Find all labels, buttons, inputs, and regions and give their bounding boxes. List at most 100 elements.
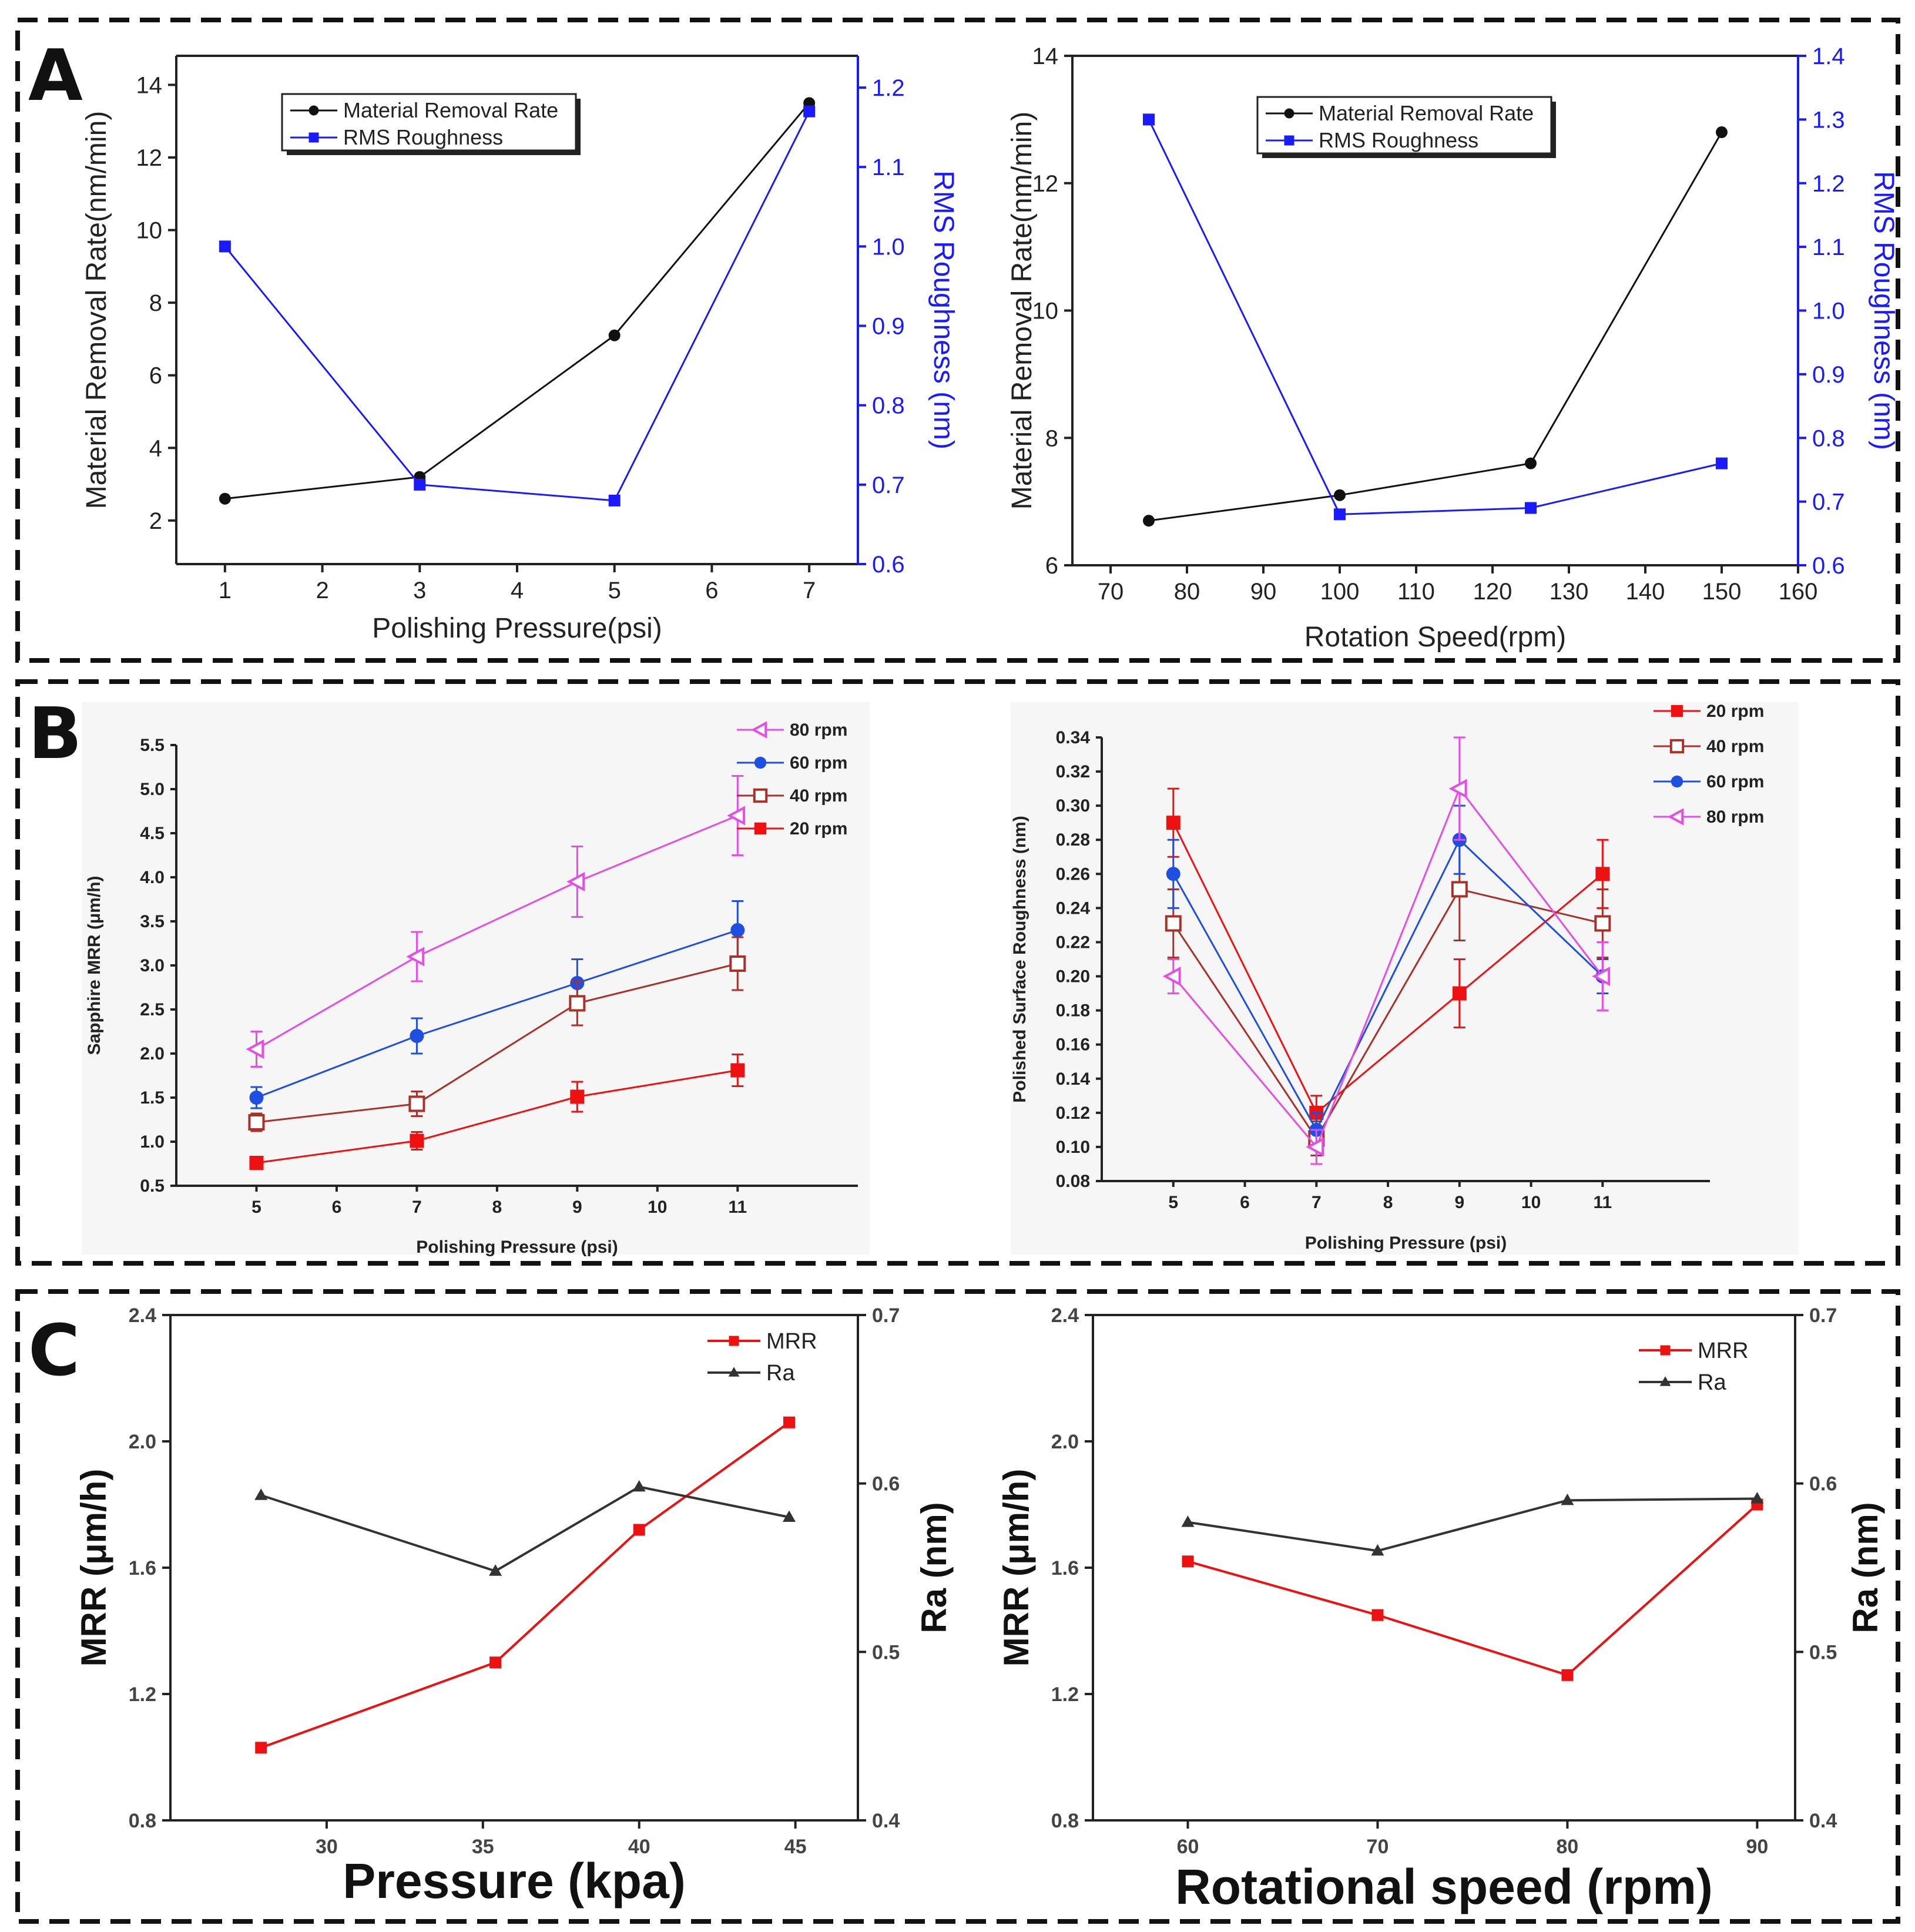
y2-axis-label: RMS Roughness (nm) [1868,171,1899,450]
legend-marker [1669,739,1685,754]
x-tick-label: 45 [784,1836,807,1858]
y-tick-label: 2.0 [129,1431,156,1453]
x-tick-label: 11 [728,1198,747,1217]
data-point [489,1656,502,1669]
data-point [254,1488,268,1500]
y-axis-label: Material Removal Rate(nm/min) [81,111,112,509]
data-point [249,1091,264,1105]
data-point [1166,816,1180,830]
legend-marker [753,788,768,803]
data-point [1306,1137,1324,1157]
y2-tick-label: 0.6 [872,1473,900,1495]
y-tick-label: 2.4 [129,1304,156,1327]
legend-label: MRR [1698,1339,1749,1363]
y-axis-label: Material Removal Rate(nm/min) [1007,112,1038,510]
x-tick-label: 60 [1177,1836,1199,1858]
y2-tick-label: 0.4 [1809,1810,1837,1832]
y-axis-label: MRR (μm/h) [997,1469,1036,1667]
data-point [1750,1491,1764,1504]
y-tick-label: 0.32 [1056,762,1090,781]
data-point [1143,113,1155,126]
y2-axis-label: RMS Roughness (nm) [928,170,959,450]
legend-label: Ra [1698,1370,1726,1395]
x-tick-label: 6 [1240,1193,1250,1212]
series-line [224,102,810,500]
y-tick-label: 0.5 [140,1176,165,1196]
data-point [783,1510,796,1522]
data-point [1525,502,1537,514]
y2-tick-label: 1.4 [1812,43,1845,69]
y-tick-label: 5.0 [140,780,165,799]
data-point [219,240,231,253]
y-tick-label: 2 [149,508,162,534]
series-line [256,962,738,1123]
y-tick-label: 4 [149,435,162,461]
y-tick-label: 0.08 [1056,1172,1090,1191]
chart-a1: 1 2 3 4 5 6 724681012140.60.70.80.91.01.11.2Po… [81,55,959,644]
y2-axis-label: Ra (nm) [914,1502,954,1633]
x-axis-label: Polishing Pressure(psi) [372,613,662,644]
y2-tick-label: 0.9 [1812,362,1845,388]
x-tick-label: 1 [219,578,232,603]
y-tick-label: 0.10 [1056,1138,1090,1157]
data-point [410,1133,424,1148]
y-tick-label: 12 [1032,171,1059,197]
y-tick-label: 4.0 [140,868,165,887]
x-tick-label: 11 [1593,1193,1612,1212]
data-point [1165,915,1182,932]
legend-label: 60 rpm [1706,772,1764,791]
series-line [256,1069,738,1164]
panel-label-b: B [28,693,82,775]
series-line [224,110,810,502]
x-tick-label: 10 [648,1198,667,1217]
data-point [729,955,746,972]
x-axis-label: Pressure (kpa) [343,1853,686,1908]
y2-tick-label: 0.6 [1812,553,1845,579]
series-line [260,1421,790,1749]
series-line [1148,132,1723,522]
y-tick-label: 1.5 [140,1088,165,1108]
x-axis-label: Polishing Pressure (psi) [1305,1233,1507,1253]
legend-marker [754,822,767,835]
x-tick-label: 9 [1454,1193,1464,1212]
x-tick-label: 10 [1521,1193,1541,1212]
data-point [1561,1669,1574,1681]
x-tick-label: 70 [1367,1836,1389,1858]
x-tick-label: 7 [1312,1193,1322,1212]
y-tick-label: 1.6 [129,1557,156,1579]
y-tick-label: 8 [149,290,162,316]
chart-c2: 60 70 80 90 0.8 1.2 1.6 2.0 2.4 0.4 0.5 0.6 0.7 Rotat… [997,1304,1885,1914]
y-tick-label: 10 [136,218,163,244]
x-tick-label: 2 [316,578,328,603]
data-point [1181,1515,1195,1527]
y2-tick-label: 0.7 [1809,1304,1837,1327]
x-tick-label: 120 [1473,579,1512,605]
series-line [1172,888,1603,1141]
series-line [1172,787,1604,1149]
data-point [406,947,425,967]
y-axis-label: MRR (μm/h) [74,1469,113,1667]
y2-tick-label: 0.9 [872,314,905,340]
chart-b2: 5 6 7 8 9 10 11 0.08 0.10 0.12 0.14 0.16 0.18 0.20 0.2… [1010,702,1764,1253]
legend-marker [308,132,319,143]
x-tick-label: 5 [1168,1193,1178,1212]
series-line [260,1485,790,1572]
y2-tick-label: 0.6 [1809,1473,1837,1495]
data-point [246,1039,264,1059]
legend-label: 80 rpm [790,720,847,740]
x-tick-label: 6 [705,578,718,603]
series-line [1172,838,1604,1132]
data-point [1334,489,1346,501]
legend-marker [1284,108,1294,119]
x-tick-label: 8 [492,1198,502,1217]
data-point [1594,915,1611,932]
y-tick-label: 0.30 [1056,796,1090,816]
data-point [1716,126,1728,139]
data-point [1371,1544,1384,1556]
legend-box [281,93,577,152]
y2-tick-label: 0.4 [872,1810,900,1832]
chart-b1: 5 6 7 8 9 10 11 0.5 1.0 1.5 2.0 2.5 3.0 3.5 4.0 4.5 5.0 5… [85,720,858,1257]
x-tick-label: 90 [1746,1836,1768,1858]
legend-marker [754,756,767,769]
panel-label-c: C [28,1310,80,1392]
